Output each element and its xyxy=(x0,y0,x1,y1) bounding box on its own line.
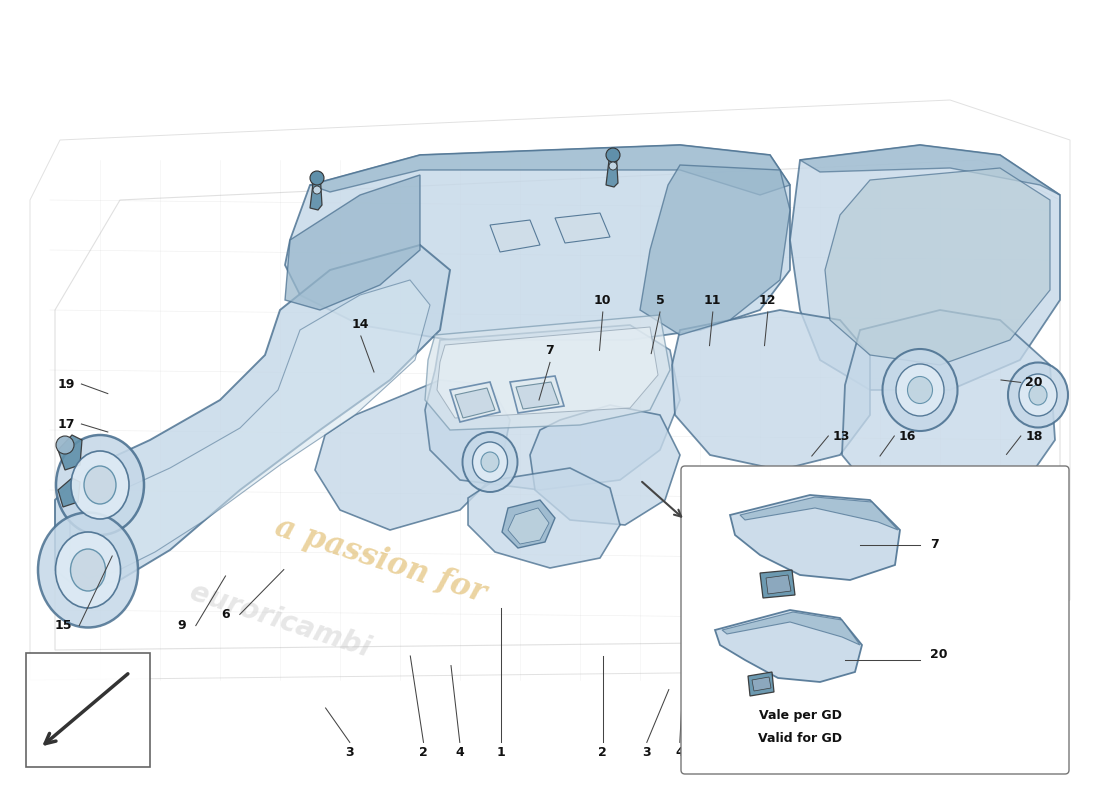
Polygon shape xyxy=(790,145,1060,390)
Ellipse shape xyxy=(896,364,944,416)
Polygon shape xyxy=(530,405,680,525)
Polygon shape xyxy=(55,245,450,590)
Ellipse shape xyxy=(1028,385,1047,405)
Ellipse shape xyxy=(310,171,324,185)
Polygon shape xyxy=(310,172,322,210)
Polygon shape xyxy=(748,672,774,696)
Polygon shape xyxy=(285,145,790,340)
Text: 1: 1 xyxy=(496,746,505,758)
Ellipse shape xyxy=(72,451,129,519)
Polygon shape xyxy=(490,220,540,252)
Polygon shape xyxy=(730,495,900,580)
Ellipse shape xyxy=(908,377,933,403)
Text: euroricambi: euroricambi xyxy=(186,578,374,662)
Text: 14: 14 xyxy=(352,318,370,330)
Ellipse shape xyxy=(1019,374,1057,416)
Ellipse shape xyxy=(84,466,116,504)
Text: 5: 5 xyxy=(656,294,664,306)
Polygon shape xyxy=(508,508,549,544)
Ellipse shape xyxy=(1008,362,1068,427)
Polygon shape xyxy=(640,165,790,335)
Polygon shape xyxy=(516,382,559,409)
Text: a passion for: a passion for xyxy=(271,511,490,609)
Polygon shape xyxy=(315,380,510,530)
Text: 2: 2 xyxy=(598,746,607,758)
Text: Vale per GD: Vale per GD xyxy=(759,709,842,722)
Text: 16: 16 xyxy=(899,430,916,442)
Ellipse shape xyxy=(609,162,617,170)
Polygon shape xyxy=(556,213,610,243)
Text: 17: 17 xyxy=(57,418,75,430)
Text: 20: 20 xyxy=(1025,376,1043,389)
Polygon shape xyxy=(437,327,658,418)
Ellipse shape xyxy=(314,186,321,194)
Text: 4: 4 xyxy=(455,746,464,758)
Polygon shape xyxy=(502,500,556,548)
Polygon shape xyxy=(70,280,430,578)
Ellipse shape xyxy=(55,532,121,608)
Polygon shape xyxy=(672,310,870,470)
Polygon shape xyxy=(715,610,862,682)
Polygon shape xyxy=(740,497,898,530)
Ellipse shape xyxy=(56,436,74,454)
Polygon shape xyxy=(310,145,790,195)
Polygon shape xyxy=(450,382,500,422)
Ellipse shape xyxy=(39,513,138,627)
Polygon shape xyxy=(425,315,670,430)
Polygon shape xyxy=(842,310,1055,510)
Text: 20: 20 xyxy=(930,649,947,662)
Polygon shape xyxy=(425,325,680,490)
Polygon shape xyxy=(752,677,771,691)
Polygon shape xyxy=(800,145,1060,195)
Text: 7: 7 xyxy=(930,538,938,551)
Text: 15: 15 xyxy=(55,619,73,632)
Text: 8: 8 xyxy=(953,734,961,746)
Ellipse shape xyxy=(462,432,517,492)
Polygon shape xyxy=(606,150,618,187)
Text: 7: 7 xyxy=(546,344,554,357)
Text: 2: 2 xyxy=(419,746,428,758)
FancyBboxPatch shape xyxy=(26,653,150,767)
Ellipse shape xyxy=(56,435,144,535)
Text: 12: 12 xyxy=(759,294,777,306)
Text: 19: 19 xyxy=(57,378,75,390)
Polygon shape xyxy=(285,175,420,310)
Text: 3: 3 xyxy=(642,746,651,758)
Polygon shape xyxy=(58,435,82,470)
Ellipse shape xyxy=(882,349,957,431)
Text: 4: 4 xyxy=(675,746,684,758)
FancyBboxPatch shape xyxy=(681,466,1069,774)
Text: 6: 6 xyxy=(221,608,230,621)
Text: 3: 3 xyxy=(345,746,354,758)
Text: 13: 13 xyxy=(833,430,850,442)
Polygon shape xyxy=(760,570,795,598)
Polygon shape xyxy=(825,168,1050,365)
Ellipse shape xyxy=(473,442,507,482)
Ellipse shape xyxy=(70,549,106,591)
Text: Valid for GD: Valid for GD xyxy=(758,731,842,745)
Ellipse shape xyxy=(606,148,620,162)
Text: 18: 18 xyxy=(1025,430,1043,442)
Text: 10: 10 xyxy=(594,294,612,306)
Polygon shape xyxy=(58,478,80,507)
Text: 9: 9 xyxy=(177,619,186,632)
Text: 11: 11 xyxy=(704,294,722,306)
Polygon shape xyxy=(455,388,495,418)
Polygon shape xyxy=(468,468,620,568)
Ellipse shape xyxy=(481,452,499,472)
Polygon shape xyxy=(722,612,860,645)
Polygon shape xyxy=(510,376,564,413)
Polygon shape xyxy=(766,575,791,594)
